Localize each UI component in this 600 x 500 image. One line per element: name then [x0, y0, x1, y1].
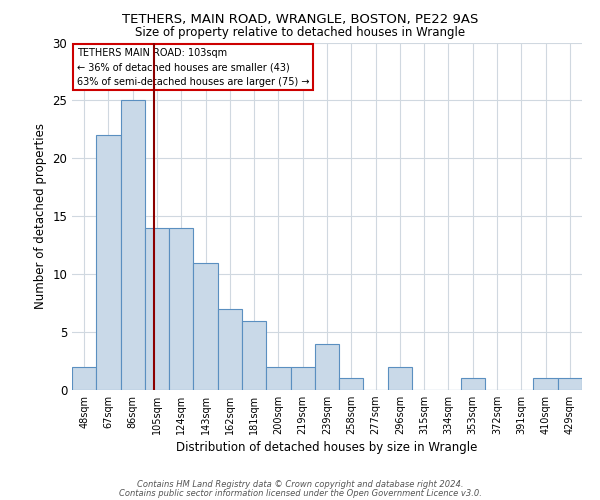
Bar [461, 378, 485, 390]
Bar [218, 309, 242, 390]
Bar [533, 378, 558, 390]
Bar [145, 228, 169, 390]
Bar [339, 378, 364, 390]
Text: Contains HM Land Registry data © Crown copyright and database right 2024.: Contains HM Land Registry data © Crown c… [137, 480, 463, 489]
Bar [169, 228, 193, 390]
Bar [388, 367, 412, 390]
Bar [315, 344, 339, 390]
Bar [96, 135, 121, 390]
Text: Contains public sector information licensed under the Open Government Licence v3: Contains public sector information licen… [119, 490, 481, 498]
Text: TETHERS MAIN ROAD: 103sqm
← 36% of detached houses are smaller (43)
63% of semi-: TETHERS MAIN ROAD: 103sqm ← 36% of detac… [77, 48, 310, 86]
Bar [242, 320, 266, 390]
Bar [266, 367, 290, 390]
X-axis label: Distribution of detached houses by size in Wrangle: Distribution of detached houses by size … [176, 442, 478, 454]
Bar [193, 262, 218, 390]
Text: TETHERS, MAIN ROAD, WRANGLE, BOSTON, PE22 9AS: TETHERS, MAIN ROAD, WRANGLE, BOSTON, PE2… [122, 12, 478, 26]
Bar [121, 100, 145, 390]
Bar [290, 367, 315, 390]
Text: Size of property relative to detached houses in Wrangle: Size of property relative to detached ho… [135, 26, 465, 39]
Bar [558, 378, 582, 390]
Y-axis label: Number of detached properties: Number of detached properties [34, 123, 47, 309]
Bar [72, 367, 96, 390]
